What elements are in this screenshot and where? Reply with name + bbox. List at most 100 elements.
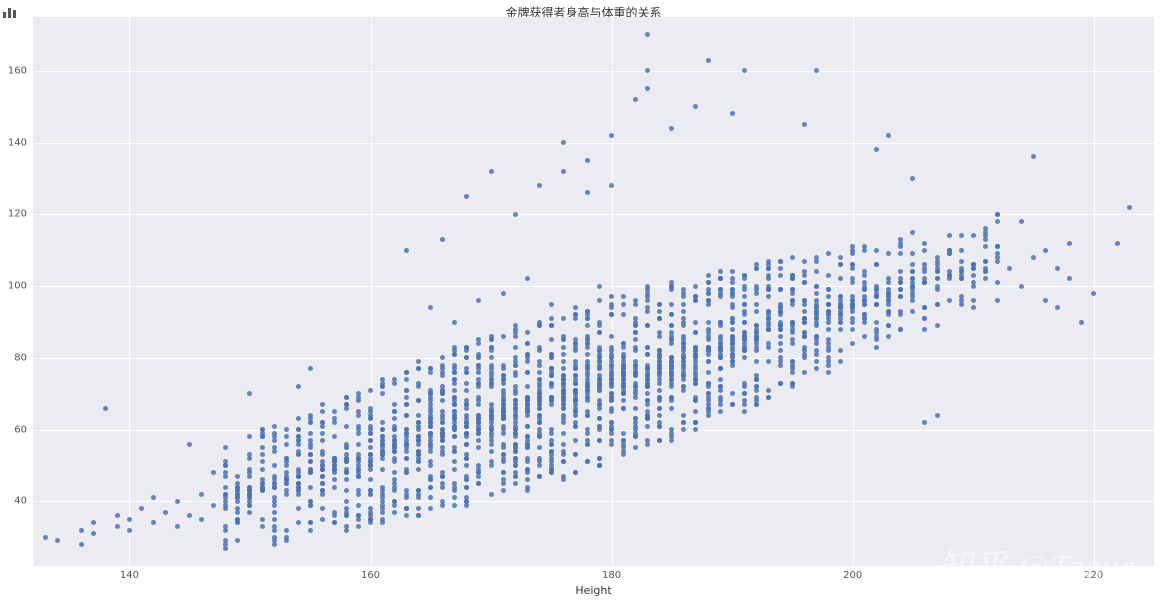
data-point — [489, 366, 494, 371]
data-point — [247, 391, 252, 396]
data-point — [983, 259, 988, 264]
data-point — [573, 381, 578, 386]
data-point — [802, 259, 807, 264]
data-point — [223, 445, 228, 450]
data-point — [308, 520, 313, 525]
data-point — [850, 341, 855, 346]
data-point — [272, 499, 277, 504]
y-tick-label: 160 — [8, 65, 33, 76]
data-point — [718, 334, 723, 339]
data-point — [802, 352, 807, 357]
data-point — [513, 373, 518, 378]
data-point — [838, 262, 843, 267]
data-point — [778, 302, 783, 307]
data-point — [344, 488, 349, 493]
data-point — [416, 359, 421, 364]
y-tick-label: 60 — [14, 424, 33, 435]
data-point — [79, 542, 84, 547]
data-point — [814, 284, 819, 289]
data-point — [585, 459, 590, 464]
data-point — [175, 524, 180, 529]
data-point — [320, 431, 325, 436]
data-point — [404, 495, 409, 500]
x-tick-label: 200 — [843, 566, 862, 581]
data-point — [476, 445, 481, 450]
data-point — [814, 291, 819, 296]
data-point — [561, 449, 566, 454]
data-point — [681, 427, 686, 432]
data-point — [296, 506, 301, 511]
data-point — [320, 449, 325, 454]
data-point — [452, 320, 457, 325]
data-point — [368, 517, 373, 522]
data-point — [814, 255, 819, 260]
data-point — [826, 251, 831, 256]
data-point — [464, 370, 469, 375]
data-point — [356, 442, 361, 447]
data-point — [356, 431, 361, 436]
data-point — [549, 438, 554, 443]
data-point — [561, 359, 566, 364]
data-point — [428, 506, 433, 511]
data-point — [669, 302, 674, 307]
data-point — [633, 302, 638, 307]
data-point — [778, 334, 783, 339]
data-point — [1091, 291, 1096, 296]
data-point — [308, 470, 313, 475]
data-point — [476, 402, 481, 407]
data-point — [669, 323, 674, 328]
data-point — [115, 524, 120, 529]
data-point — [561, 140, 566, 145]
data-point — [910, 230, 915, 235]
data-point — [151, 520, 156, 525]
data-point — [404, 442, 409, 447]
data-point — [115, 513, 120, 518]
data-point — [513, 334, 518, 339]
data-point — [922, 420, 927, 425]
data-point — [368, 438, 373, 443]
data-point — [778, 273, 783, 278]
data-point — [537, 384, 542, 389]
x-gridline — [612, 17, 613, 566]
data-point — [344, 477, 349, 482]
data-point — [862, 334, 867, 339]
data-point — [621, 294, 626, 299]
data-point — [742, 312, 747, 317]
data-point — [742, 287, 747, 292]
data-point — [826, 316, 831, 321]
data-point — [163, 510, 168, 515]
data-point — [392, 456, 397, 461]
data-point — [332, 456, 337, 461]
data-point — [284, 488, 289, 493]
data-point — [922, 327, 927, 332]
data-point — [489, 348, 494, 353]
data-point — [633, 330, 638, 335]
data-point — [995, 298, 1000, 303]
data-point — [549, 395, 554, 400]
data-point — [754, 291, 759, 296]
data-point — [416, 449, 421, 454]
data-point — [802, 302, 807, 307]
data-point — [489, 427, 494, 432]
data-point — [669, 406, 674, 411]
data-point — [910, 176, 915, 181]
scatter-plot: Weight Height 40608010012014016014016018… — [33, 17, 1154, 566]
data-point — [416, 413, 421, 418]
x-gridline — [853, 17, 854, 566]
data-point — [742, 384, 747, 389]
data-point — [549, 352, 554, 357]
data-point — [428, 477, 433, 482]
data-point — [513, 388, 518, 393]
data-point — [947, 233, 952, 238]
data-point — [260, 517, 265, 522]
data-point — [380, 467, 385, 472]
data-point — [935, 413, 940, 418]
data-point — [730, 327, 735, 332]
data-point — [585, 395, 590, 400]
data-point — [754, 395, 759, 400]
data-point — [525, 384, 530, 389]
data-point — [380, 449, 385, 454]
data-point — [730, 111, 735, 116]
data-point — [778, 287, 783, 292]
data-point — [525, 467, 530, 472]
